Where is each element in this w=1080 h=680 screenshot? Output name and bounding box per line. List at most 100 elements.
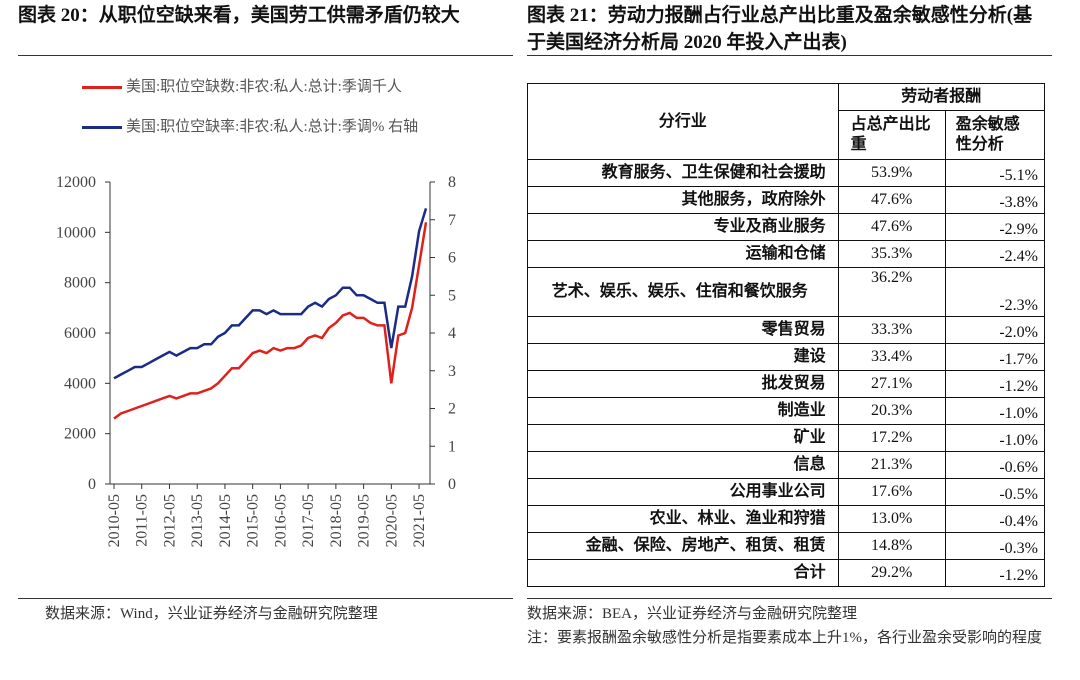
row: 艺术、娱乐、娱乐、住宿和餐饮服务 36.2% -2.3%	[527, 267, 1046, 317]
source: 数据来源：BEA，兴业证券经济与金融研究院整理	[527, 606, 858, 622]
cell: 运输和仓储	[527, 240, 839, 268]
line	[113, 222, 428, 420]
row: 公用事业公司 17.6% -0.5%	[527, 478, 1046, 506]
cell: -2.3%	[944, 267, 1046, 317]
y2-tick-label: 8	[448, 174, 456, 191]
cell: 17.6%	[837, 478, 946, 506]
legend-entry: 美国:职位空缺数:非农:私人:总计:季调千人	[82, 78, 446, 96]
cell: 农业、林业、渔业和狩猎	[527, 505, 839, 533]
cell: 批发贸易	[527, 370, 839, 398]
cell: 建设	[527, 343, 839, 371]
cell: -3.8%	[944, 186, 1046, 214]
cell: 33.4%	[837, 343, 946, 371]
row: 农业、林业、渔业和狩猎 13.0% -0.4%	[527, 505, 1046, 533]
cell: -5.1%	[944, 159, 1046, 187]
row: 合计 29.2% -1.2%	[527, 559, 1046, 587]
y-tick-label: 6000	[64, 325, 96, 342]
cell: 53.9%	[837, 159, 946, 187]
cell: 信息	[527, 451, 839, 479]
cell: 33.3%	[837, 316, 946, 344]
y-tick-label: 8000	[64, 275, 96, 292]
row: 批发贸易 27.1% -1.2%	[527, 370, 1046, 398]
x-tick-label: 2017-05	[300, 494, 317, 547]
row: 零售贸易 33.3% -2.0%	[527, 316, 1046, 344]
cell: 36.2%	[837, 267, 946, 317]
cell: 分行业	[527, 83, 839, 160]
cell: -1.0%	[944, 424, 1046, 452]
x-tick-label: 2011-05	[134, 494, 151, 547]
cell: 14.8%	[837, 532, 946, 560]
note: 注：要素报酬盈余敏感性分析是指要素成本上升1%，各行业盈余受影响的程度	[527, 630, 1042, 646]
x-tick-label: 2020-05	[383, 494, 400, 547]
row: 信息 21.3% -0.6%	[527, 451, 1046, 479]
cell: -2.9%	[944, 213, 1046, 241]
cell: 占总产出比重	[837, 110, 946, 160]
cell: -1.7%	[944, 343, 1046, 371]
right-title: 图表 21：劳动力报酬占行业总产出比重及盈余敏感性分析(基于美国经济分析局 20…	[527, 5, 1033, 53]
x-tick-label: 2012-05	[161, 494, 178, 547]
x-tick-label: 2019-05	[356, 494, 373, 547]
source: 数据来源：Wind，兴业证券经济与金融研究院整理	[45, 606, 378, 622]
cell: -2.4%	[944, 240, 1046, 268]
y2-tick-label: 3	[448, 363, 456, 380]
row: 矿业 17.2% -1.0%	[527, 424, 1046, 452]
cell: 29.2%	[837, 559, 946, 587]
legend-entry: 美国:职位空缺率:非农:私人:总计:季调% 右轴	[82, 118, 446, 136]
cell: 其他服务，政府除外	[527, 186, 839, 214]
cell: -0.5%	[944, 478, 1046, 506]
rule	[18, 598, 513, 599]
cell: 金融、保险、房地产、租赁、租赁	[527, 532, 839, 560]
row: 教育服务、卫生保健和社会援助 53.9% -5.1%	[527, 159, 1046, 187]
row: 其他服务，政府除外 47.6% -3.8%	[527, 186, 1046, 214]
cell: -2.0%	[944, 316, 1046, 344]
cell: 劳动者报酬	[837, 83, 1046, 111]
cell: -1.2%	[944, 559, 1046, 587]
row: 分行业 劳动者报酬	[527, 83, 1046, 160]
row: 占总产出比重 盈余敏感性分析	[528, 110, 1046, 160]
cell: 13.0%	[837, 505, 946, 533]
y2-tick-label: 2	[448, 401, 456, 418]
rule	[527, 598, 1052, 599]
cell: 20.3%	[837, 397, 946, 425]
y2-tick-label: 6	[448, 250, 456, 267]
cell: 公用事业公司	[527, 478, 839, 506]
row: 制造业 20.3% -1.0%	[527, 397, 1046, 425]
cell: 47.6%	[837, 186, 946, 214]
row: 金融、保险、房地产、租赁、租赁 14.8% -0.3%	[527, 532, 1046, 560]
cell: -1.0%	[944, 397, 1046, 425]
cell: 零售贸易	[527, 316, 839, 344]
y2-tick-label: 5	[448, 287, 456, 304]
legend-swatch	[82, 86, 122, 89]
y-tick-label: 12000	[56, 174, 96, 191]
cell: 教育服务、卫生保健和社会援助	[527, 159, 839, 187]
cell: 矿业	[527, 424, 839, 452]
row: 专业及商业服务 47.6% -2.9%	[527, 213, 1046, 241]
cell: 21.3%	[837, 451, 946, 479]
x-tick-label: 2018-05	[328, 494, 345, 547]
cell: 艺术、娱乐、娱乐、住宿和餐饮服务	[527, 267, 839, 317]
y-tick-label: 0	[88, 476, 96, 493]
x-tick-label: 2014-05	[217, 494, 234, 547]
y-tick-label: 10000	[56, 224, 96, 241]
y-tick-label: 4000	[64, 375, 96, 392]
y2-tick-label: 4	[448, 325, 456, 342]
x-tick-label: 2010-05	[106, 494, 123, 547]
cell: 盈余敏感性分析	[944, 110, 1046, 160]
cell: -1.2%	[944, 370, 1046, 398]
cell: 47.6%	[837, 213, 946, 241]
line	[113, 208, 428, 380]
cell: -0.4%	[944, 505, 1046, 533]
left-title: 图表 20：从职位空缺来看，美国劳工供需矛盾仍较大	[18, 5, 460, 26]
legend-swatch	[82, 126, 122, 129]
table: 分行业 劳动者报酬 占总产出比重 盈余敏感性分析 教育服务、卫生保健和社会援助 53.9%…	[527, 83, 1046, 587]
cell: 17.2%	[837, 424, 946, 452]
rule	[18, 55, 513, 56]
cell: 制造业	[527, 397, 839, 425]
row: 建设 33.4% -1.7%	[527, 343, 1046, 371]
x-tick-label: 2016-05	[272, 494, 289, 547]
cell: 27.1%	[837, 370, 946, 398]
x-tick-label: 2013-05	[189, 494, 206, 547]
x-tick-label: 2021-05	[411, 494, 428, 547]
x-tick-label: 2015-05	[245, 494, 262, 547]
